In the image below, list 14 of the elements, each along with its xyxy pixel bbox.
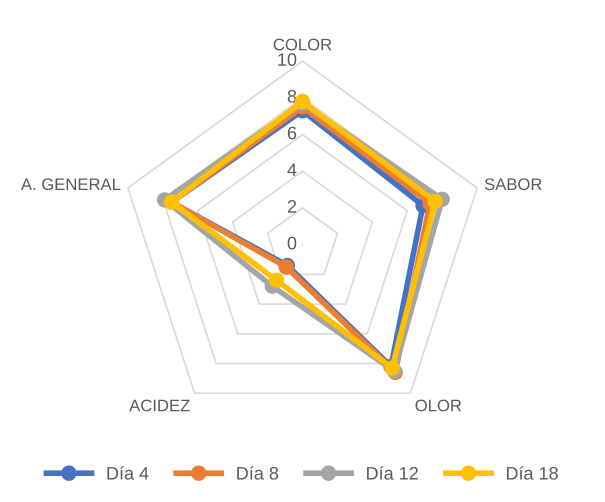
y-tick-label: 4 xyxy=(287,164,296,176)
spoke-label: OLOR xyxy=(416,400,462,412)
legend-label: Día 8 xyxy=(237,466,278,480)
spoke-label: ACIDEZ xyxy=(129,400,190,412)
legend-label: Día 12 xyxy=(367,466,418,480)
y-tick-label: 10 xyxy=(278,53,296,66)
legend-label: Día 4 xyxy=(107,466,149,480)
y-tick-label: 2 xyxy=(288,200,296,213)
y-tick-label: 6 xyxy=(288,126,296,140)
spoke-label: A. GENERAL xyxy=(20,178,120,190)
legend-label: Día 18 xyxy=(506,466,558,480)
spoke-label: COLOR xyxy=(274,38,332,50)
spoke-label: SABOR xyxy=(484,178,542,190)
y-tick-label: 0 xyxy=(288,236,296,250)
